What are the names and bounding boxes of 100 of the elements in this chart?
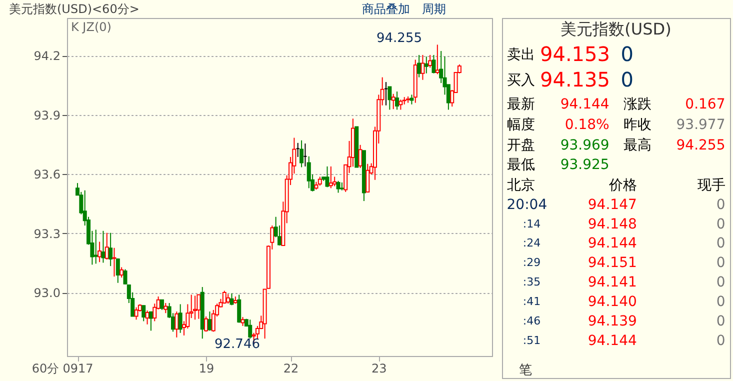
text: 0 — [716, 255, 726, 272]
candlestick — [424, 56, 428, 74]
candlestick — [432, 54, 436, 74]
candlestick — [366, 163, 370, 192]
text: 0 — [716, 236, 726, 252]
text: 94.144 — [588, 236, 637, 252]
candlestick — [178, 304, 182, 334]
text: 最低 — [506, 156, 535, 173]
text: 93.977 — [676, 117, 726, 134]
text: 0 — [620, 67, 634, 92]
text: 0 — [716, 274, 726, 291]
text: 价格 — [608, 177, 637, 194]
text: 94.147 — [588, 196, 637, 213]
text: 94.153 — [540, 42, 610, 66]
text: 0.167 — [685, 96, 726, 113]
y-tick-label: 93.3 — [34, 226, 60, 241]
x-axis-title: 60分 — [32, 362, 60, 376]
text: :14 — [522, 217, 541, 230]
y-tick-label: 93.6 — [34, 168, 60, 182]
text: 0.18% — [564, 117, 610, 134]
candlestick — [388, 86, 392, 110]
text: 0 — [716, 314, 726, 330]
candlestick — [94, 229, 98, 264]
candlestick — [391, 93, 396, 110]
candlestick — [98, 241, 102, 263]
text: 94.135 — [540, 67, 610, 92]
candlestick — [435, 44, 440, 75]
text: 93.925 — [560, 156, 610, 173]
text: 0 — [716, 196, 726, 213]
candlestick — [248, 319, 252, 340]
candlestick — [428, 54, 432, 68]
x-tick-label: 22 — [283, 362, 299, 376]
candlestick — [112, 247, 116, 278]
candlestick — [142, 304, 146, 322]
text: :41 — [522, 295, 541, 308]
candlestick — [120, 266, 124, 278]
text: 0 — [716, 294, 726, 310]
text: 0 — [620, 42, 634, 66]
candlestick — [255, 325, 260, 340]
text: :51 — [522, 334, 541, 348]
text: 94.139 — [588, 314, 637, 330]
candlestick — [395, 91, 400, 110]
text: 93.969 — [560, 137, 610, 154]
chart-title: 美元指数(USD)<60分> — [9, 2, 140, 16]
candlestick — [104, 232, 109, 260]
candlestick — [300, 140, 304, 168]
text: 卖出 — [506, 46, 535, 63]
candlestick — [420, 54, 425, 80]
candlestick — [196, 294, 201, 320]
y-tick-label: 93.9 — [34, 108, 60, 122]
candlestick — [174, 311, 179, 338]
text: 笔 — [519, 363, 532, 378]
text: 94.148 — [588, 216, 637, 232]
x-tick-label: 19 — [198, 362, 214, 376]
candlestick — [222, 290, 226, 304]
text: 幅度 — [506, 117, 535, 134]
y-tick-label: 94.2 — [34, 49, 60, 64]
candlestick — [116, 258, 120, 284]
annotation: K JZ(0) — [71, 20, 112, 34]
text: 现手 — [697, 177, 726, 194]
text: 最新 — [506, 96, 535, 113]
text: 0 — [716, 216, 726, 232]
candlestick — [193, 295, 198, 320]
candlestick — [358, 144, 362, 169]
candlestick — [306, 156, 311, 189]
text: 商品叠加 — [362, 2, 410, 16]
text: 0 — [716, 333, 726, 350]
text: 昨收 — [624, 117, 652, 134]
text: 94.144 — [560, 96, 610, 113]
candlestick — [108, 232, 113, 267]
text: 94.140 — [588, 294, 637, 310]
text: 20:04 — [506, 196, 548, 213]
text: :24 — [522, 236, 541, 250]
candlestick — [230, 292, 234, 306]
candlestick — [325, 166, 330, 188]
text: 涨跌 — [624, 96, 652, 113]
candlestick — [237, 294, 242, 324]
text: 最高 — [624, 137, 652, 154]
candlestick — [164, 302, 168, 314]
candlestick — [226, 294, 230, 304]
x-tick-label: 23 — [372, 362, 387, 376]
candlestick — [208, 311, 212, 332]
x-tick-label: 0917 — [62, 362, 94, 376]
text: :46 — [522, 314, 541, 328]
annotation: 92.746 — [214, 337, 260, 352]
candlestick — [410, 94, 414, 105]
y-tick-label: 93.0 — [34, 286, 60, 300]
candlestick — [336, 180, 340, 194]
candlestick — [145, 310, 150, 325]
text: :35 — [522, 276, 541, 289]
text: 94.141 — [588, 274, 637, 291]
annotation: 94.255 — [376, 31, 422, 46]
text: 买入 — [506, 72, 535, 88]
text: 周期 — [422, 2, 446, 16]
candlestick — [328, 166, 333, 189]
candlestick — [160, 299, 164, 310]
text: :29 — [522, 256, 541, 270]
text: 94.151 — [588, 255, 637, 272]
text: 美元指数(USD) — [560, 20, 672, 39]
text: 开盘 — [506, 137, 535, 154]
